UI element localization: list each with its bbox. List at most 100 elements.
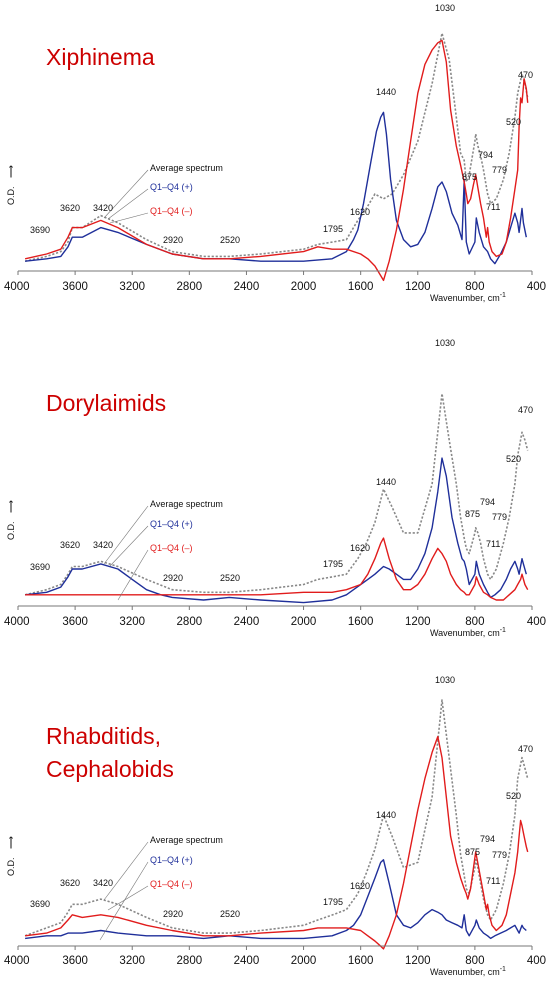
series-line-average [24,699,529,937]
y-axis-label: O.D. [6,857,16,876]
panel-title: Xiphinema [46,44,155,70]
x-tick-label: 2400 [234,281,260,293]
x-tick-label: 400 [527,616,546,628]
peak-label: 3690 [30,562,50,572]
plot-area [24,32,529,282]
panel-xiphinema: Xiphinema 4000 3600 3200 2800 2400 2000 1600 12… [4,3,546,303]
panel-dorylaimids: Dorylaimids 4000 3600 3200 2800 2400 2000 1600… [4,338,546,638]
legend-leader [109,212,149,224]
peak-label: 2920 [163,235,183,245]
x-tick-label: 1600 [348,281,374,293]
peak-label: 3620 [60,878,80,888]
peak-label: 1795 [323,897,343,907]
peak-labels: 3690 3620 3420 2920 2520 1795 1620 1440 … [30,3,533,245]
x-tick-label: 1600 [348,955,374,967]
x-tick-label: 3200 [119,281,145,293]
series-line-average [24,32,529,262]
series-line-neg [25,537,529,601]
x-tick-label: 2800 [177,616,203,628]
peak-label: 3690 [30,899,50,909]
x-tick-label: 1600 [348,616,374,628]
x-axis-label: Wavenumber, cm-1 [430,966,506,977]
peak-label: 779 [492,512,507,522]
legend-leader [103,169,149,219]
x-tick-label: 4000 [4,616,30,628]
peak-label: 520 [506,791,521,801]
peak-label: 2520 [220,573,240,583]
peak-label: 875 [462,172,477,182]
series-line-average [24,392,529,596]
x-tick-label: 3200 [119,955,145,967]
peak-label: 2520 [220,909,240,919]
x-tick-label: 4000 [4,281,30,293]
legend-leader [99,861,149,941]
panel-title: Dorylaimids [46,390,166,416]
peak-label: 470 [518,405,533,415]
legend-leader [103,505,149,565]
panel-title: Rhabditids, Cephalobids [46,723,174,782]
peak-label: 2920 [163,909,183,919]
x-tick-label: 2800 [177,955,203,967]
peak-label: 2920 [163,573,183,583]
x-tick-label: 800 [465,281,484,293]
peak-label: 1440 [376,810,396,820]
x-tick-label: 400 [527,955,546,967]
plot-area [24,392,529,604]
peak-label: 3420 [93,540,113,550]
peak-label: 1030 [435,3,455,13]
x-tick-labels: 4000 3600 3200 2800 2400 2000 1600 1200 800 400 [4,946,546,967]
x-tick-label: 4000 [4,955,30,967]
peak-label: 875 [465,847,480,857]
x-tick-labels: 4000 3600 3200 2800 2400 2000 1600 1200 800 400 [4,271,546,293]
x-tick-label: 800 [465,616,484,628]
legend-neg: Q1–Q4 (–) [150,543,193,553]
legend-leader [107,885,149,911]
peak-label: 794 [480,834,495,844]
peak-label: 520 [506,454,521,464]
series-line-pos [25,859,527,940]
series-line-pos [25,111,527,265]
x-tick-label: 2000 [291,955,317,967]
x-tick-labels: 4000 3600 3200 2800 2400 2000 1600 1200 800 400 [4,606,546,628]
x-tick-label: 3600 [62,616,88,628]
legend-average: Average spectrum [150,835,223,845]
series-line-neg [24,39,529,282]
peak-label: 711 [486,202,500,212]
peak-label: 1030 [435,675,455,685]
x-tick-label: 800 [465,955,484,967]
peak-label: 711 [486,876,500,886]
peak-label: 3620 [60,540,80,550]
peak-label: 1620 [350,881,370,891]
peak-label: 1620 [350,543,370,553]
x-axis-label: Wavenumber, cm-1 [430,292,506,303]
peak-label: 1795 [323,559,343,569]
peak-label: 1620 [350,207,370,217]
legend-pos: Q1–Q4 (+) [150,182,193,192]
peak-label: 3690 [30,225,50,235]
x-tick-label: 400 [527,281,546,293]
legend-leader [107,188,149,220]
legend-average: Average spectrum [150,163,223,173]
y-axis-label: O.D. [6,521,16,540]
x-tick-label: 2000 [291,281,317,293]
x-tick-label: 1200 [405,616,431,628]
peak-labels: 3690 3620 3420 2920 2520 1795 1620 1440 … [30,675,533,919]
x-tick-label: 2400 [234,616,260,628]
peak-label: 470 [518,744,533,754]
y-axis-label: O.D. [6,186,16,205]
peak-label: 2520 [220,235,240,245]
peak-label: 1030 [435,338,455,348]
peak-label: 3420 [93,203,113,213]
x-tick-label: 1200 [405,955,431,967]
legend-pos: Q1–Q4 (+) [150,519,193,529]
legend-neg: Q1–Q4 (–) [150,206,193,216]
peak-label: 794 [478,150,493,160]
legend-leader [103,841,149,901]
peak-label: 1440 [376,477,396,487]
peak-label: 1440 [376,87,396,97]
peak-label: 779 [492,165,507,175]
series-line-neg [25,735,529,950]
peak-labels: 3690 3620 3420 2920 2520 1795 1620 1440 … [30,338,533,583]
x-tick-label: 2000 [291,616,317,628]
